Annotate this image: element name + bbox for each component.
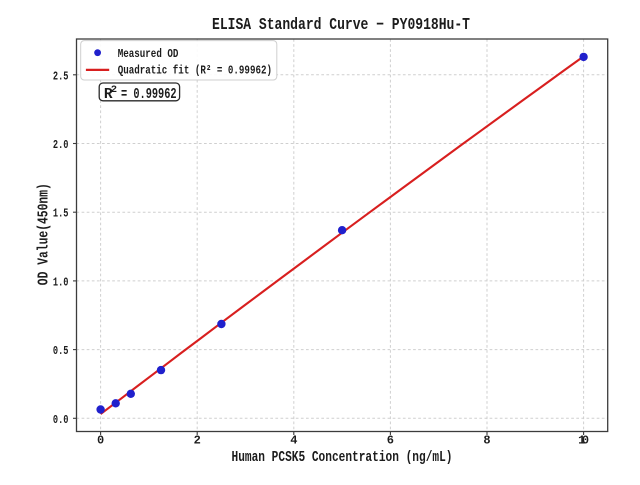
svg-text:2.0: 2.0: [53, 138, 69, 152]
svg-text:1.5: 1.5: [53, 207, 69, 221]
svg-text:Measured OD: Measured OD: [118, 47, 179, 61]
svg-text:Quadratic fit (R² = 0.99962): Quadratic fit (R² = 0.99962): [118, 64, 272, 78]
svg-text:10: 10: [578, 434, 589, 448]
svg-text:0.0: 0.0: [53, 413, 69, 427]
svg-text:0: 0: [97, 434, 104, 448]
svg-text:ELISA Standard Curve − PY0918H: ELISA Standard Curve − PY0918Hu-T: [212, 16, 470, 34]
svg-text:2: 2: [111, 84, 117, 96]
svg-text:R: R: [104, 87, 113, 103]
svg-text:6: 6: [387, 434, 394, 448]
svg-text:0.5: 0.5: [53, 344, 69, 358]
svg-text:OD Value(450nm): OD Value(450nm): [37, 183, 53, 285]
svg-text:2.5: 2.5: [53, 69, 69, 83]
svg-text:8: 8: [483, 434, 490, 448]
svg-text:1.0: 1.0: [53, 275, 69, 289]
svg-text:2: 2: [194, 434, 201, 448]
svg-text:Human PCSK5 Concentration (ng/: Human PCSK5 Concentration (ng/mL): [232, 450, 453, 466]
svg-text:4: 4: [290, 434, 297, 448]
svg-text:= 0.99962: = 0.99962: [121, 87, 177, 103]
